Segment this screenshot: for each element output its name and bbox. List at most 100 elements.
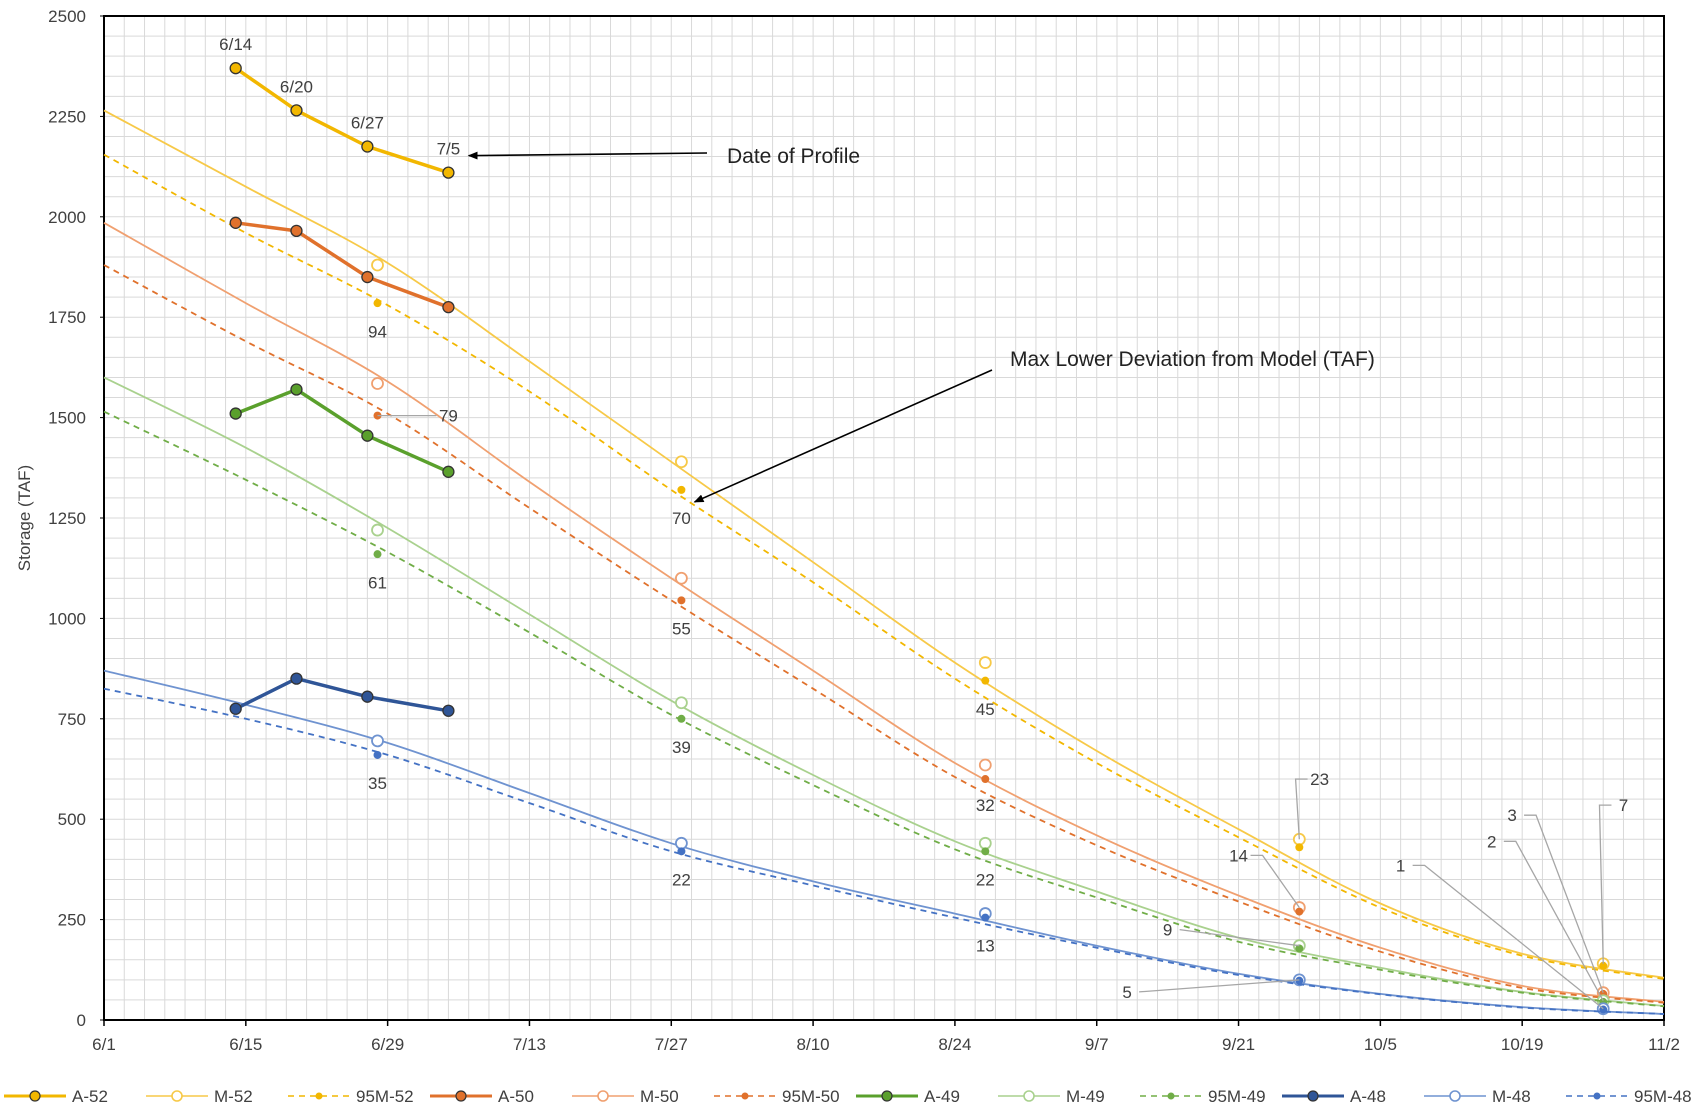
legend-label: M-50 [640, 1087, 679, 1106]
x-tick-label: 8/24 [938, 1035, 971, 1054]
model-point-m-50 [675, 571, 688, 585]
max-deviation-annotation: Max Lower Deviation from Model (TAF) [1010, 348, 1375, 371]
y-tick-label: 1750 [48, 308, 86, 327]
deviation-label: 32 [976, 796, 995, 815]
deviation-label: 22 [976, 870, 995, 889]
series-line-a-52 [234, 66, 449, 175]
model95-point-95m-49 [1295, 944, 1304, 953]
y-tick-label: 750 [58, 710, 86, 729]
series-line-95m-52 [103, 153, 1665, 980]
series-line-a-48 [234, 676, 449, 713]
x-tick-label: 10/19 [1501, 1035, 1544, 1054]
profile-date-label: 7/5 [437, 140, 461, 159]
grid [103, 15, 1665, 1021]
leader-line [1598, 804, 1612, 964]
max-deviation-arrow [693, 369, 993, 503]
legend: A-52 M-52 95M-52 A-50 M-50 95M-50 A-49 M-49 95M-… [4, 1087, 1692, 1106]
model95-point-95m-50 [677, 596, 686, 605]
date-of-profile-arrow [467, 151, 708, 160]
legend-label: A-52 [72, 1087, 108, 1106]
legend-swatch-marker [455, 1090, 467, 1102]
leader-line [1179, 928, 1300, 947]
model-point-m-50 [978, 758, 992, 772]
legend-item-95m-52: 95M-52 [288, 1087, 414, 1106]
actual-point-a-49 [229, 407, 242, 420]
deviation-label: 61 [368, 573, 387, 592]
y-axis-label: Storage (TAF) [15, 465, 34, 571]
data-labels: 6/146/206/277/59479613570553922453222132… [219, 35, 1628, 1010]
legend-swatch-marker [171, 1090, 183, 1102]
deviation-label: 13 [976, 937, 995, 956]
y-tick-label: 1000 [48, 609, 86, 628]
legend-label: 95M-48 [1634, 1087, 1692, 1106]
actual-point-a-50 [229, 216, 242, 229]
series-line-95m-48 [103, 687, 1665, 1015]
model-point-m-50 [371, 377, 384, 390]
actual-point-a-48 [290, 672, 303, 685]
y-tick-label: 0 [77, 1011, 86, 1030]
series-line-a-50 [235, 221, 450, 309]
legend-swatch-marker [597, 1090, 609, 1102]
legend-swatch-marker [1167, 1092, 1175, 1100]
deviation-label: 70 [672, 509, 691, 528]
series-line-a-49 [235, 387, 450, 474]
y-tick-label: 500 [58, 810, 86, 829]
legend-swatch-marker [741, 1092, 749, 1100]
legend-swatch-marker [315, 1092, 323, 1100]
deviation-label: 3 [1507, 806, 1516, 825]
legend-label: M-49 [1066, 1087, 1105, 1106]
leader-line [1412, 864, 1604, 1010]
x-tick-label: 7/13 [513, 1035, 546, 1054]
legend-swatch-marker [1023, 1090, 1035, 1102]
profile-date-label: 6/27 [351, 114, 384, 133]
legend-item-a-48: A-48 [1282, 1087, 1386, 1106]
x-tick-label: 6/15 [229, 1035, 262, 1054]
actual-point-a-52 [361, 140, 374, 153]
model95-point-95m-50 [981, 775, 990, 784]
model-point-m-49 [371, 523, 384, 537]
model95-point-95m-49 [981, 847, 990, 856]
model95-point-95m-50 [1295, 907, 1304, 916]
legend-swatch-marker [881, 1090, 893, 1102]
y-tick-label: 1250 [48, 509, 86, 528]
model-point-m-52 [978, 656, 992, 669]
legend-label: A-49 [924, 1087, 960, 1106]
legend-swatch-marker [29, 1090, 41, 1102]
model95-point-95m-49 [677, 714, 686, 723]
model-point-m-52 [675, 455, 688, 469]
y-tick-label: 1500 [48, 409, 86, 428]
legend-item-95m-48: 95M-48 [1566, 1087, 1692, 1106]
axes: 0 250 500 750 1000 1250 1500 1750 2000 2250 2500 6/… [15, 7, 1680, 1054]
model-point-m-48 [371, 734, 384, 748]
deviation-label: 5 [1122, 983, 1131, 1002]
model-point-m-48 [675, 836, 688, 850]
deviation-label: 55 [672, 619, 691, 638]
legend-item-95m-50: 95M-50 [714, 1087, 840, 1106]
deviation-label: 79 [439, 407, 458, 426]
model95-point-95m-48 [373, 750, 382, 759]
model95-point-95m-52 [373, 299, 382, 308]
deviation-label: 7 [1619, 796, 1628, 815]
actual-point-a-48 [442, 704, 455, 717]
series-line-m-49 [103, 376, 1665, 1007]
legend-item-95m-49: 95M-49 [1140, 1087, 1266, 1106]
leader-line [1139, 979, 1300, 993]
x-tick-label: 11/2 [1648, 1035, 1680, 1054]
legend-item-m-50: M-50 [572, 1087, 679, 1106]
date-of-profile-annotation: Date of Profile [727, 145, 860, 168]
deviation-label: 9 [1163, 921, 1172, 940]
actual-point-a-50 [290, 224, 303, 238]
x-tick-label: 9/21 [1222, 1035, 1255, 1054]
legend-label: 95M-52 [356, 1087, 414, 1106]
model95-point-95m-48 [981, 913, 990, 922]
legend-label: A-48 [1350, 1087, 1386, 1106]
actual-point-a-52 [229, 62, 242, 75]
legend-swatch-marker [1593, 1092, 1601, 1100]
deviation-label: 39 [672, 738, 691, 757]
legend-label: M-48 [1492, 1087, 1531, 1106]
legend-swatch-marker [1449, 1090, 1461, 1102]
legend-label: 95M-49 [1208, 1087, 1266, 1106]
legend-item-m-52: M-52 [146, 1087, 253, 1106]
legend-label: 95M-50 [782, 1087, 840, 1106]
